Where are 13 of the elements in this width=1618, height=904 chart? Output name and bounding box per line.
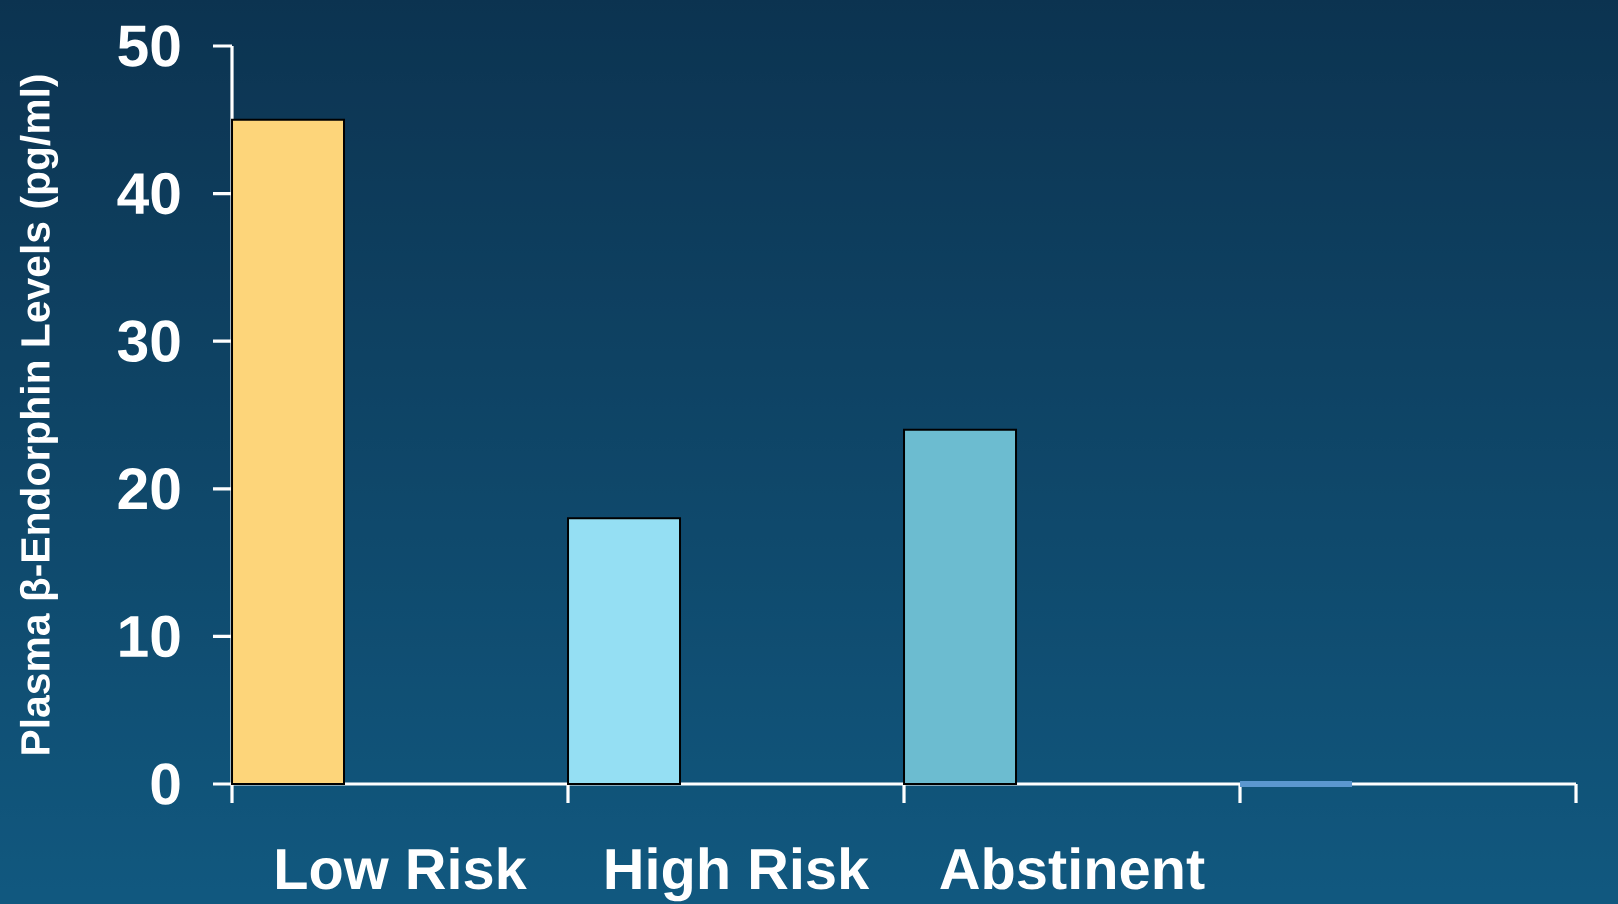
bar <box>231 118 346 785</box>
y-tick-label: 50 <box>118 25 180 67</box>
y-tick-label: 30 <box>117 320 180 363</box>
y-axis-title: Plasma β-Endorphin Levels (pg/ml) <box>19 75 59 754</box>
x-tick-label: High Risk <box>606 847 870 902</box>
bar <box>567 517 682 785</box>
bar <box>903 428 1018 785</box>
x-tick-label: Low Risk <box>277 847 527 890</box>
y-tick-label: 20 <box>118 468 180 510</box>
x-tick-label: Abstinent <box>940 847 1205 890</box>
y-tick-label: 0 <box>151 763 180 805</box>
y-tick-label: 10 <box>120 615 180 658</box>
y-tick-label: 40 <box>117 172 180 215</box>
